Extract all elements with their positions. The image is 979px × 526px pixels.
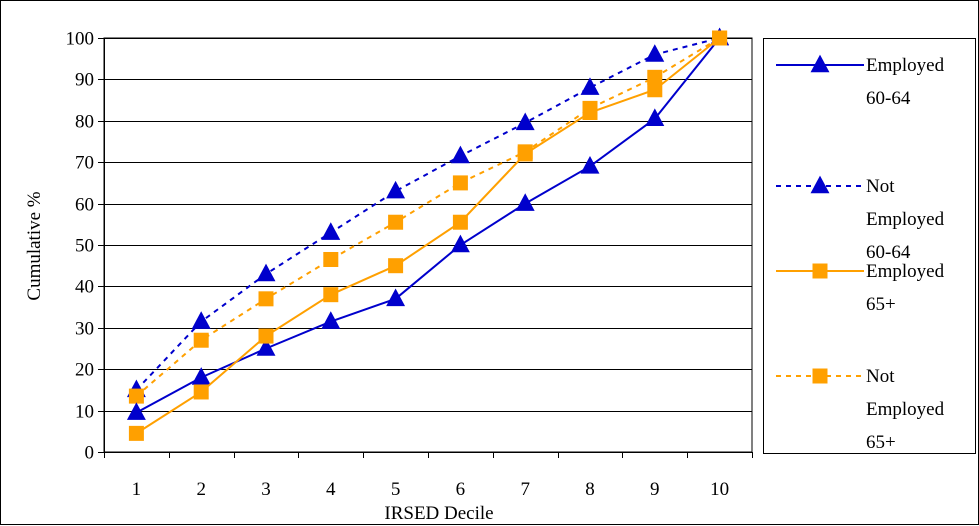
- data-point: [193, 332, 209, 348]
- data-point: [647, 69, 663, 85]
- y-tick-label: 20: [75, 360, 94, 381]
- legend-label: Not Employed 65+: [866, 366, 945, 453]
- series-lines: [126, 27, 730, 441]
- y-tick-label: 30: [75, 319, 94, 340]
- data-point: [256, 263, 276, 282]
- data-point: [517, 146, 533, 162]
- x-axis-title: IRSED Decile: [384, 503, 493, 524]
- data-point: [256, 338, 276, 356]
- data-point: [452, 214, 468, 230]
- triangle-marker: [810, 54, 830, 73]
- data-point: [580, 155, 600, 174]
- series-line: [135, 37, 721, 435]
- legend-label: Employed 65+: [866, 261, 945, 315]
- data-point: [386, 288, 406, 307]
- series-line: [135, 37, 720, 391]
- legend-label: Employed 60-64: [866, 55, 945, 109]
- data-point: [515, 193, 535, 211]
- y-tick-label: 100: [66, 29, 95, 50]
- data-point: [582, 105, 598, 121]
- square-marker: [812, 368, 828, 384]
- data-point: [191, 311, 211, 329]
- y-tick-label: 50: [75, 236, 94, 257]
- x-tick-label: 2: [196, 479, 206, 500]
- series-line: [135, 37, 721, 397]
- y-tick-label: 90: [75, 70, 94, 91]
- x-tick-label: 6: [456, 479, 466, 500]
- y-tick-label: 10: [75, 402, 94, 423]
- data-point: [193, 384, 209, 400]
- y-axis-title: Cumulative %: [24, 191, 45, 300]
- x-tick-label: 1: [132, 479, 142, 500]
- data-point: [645, 44, 665, 62]
- y-tick-label: 60: [75, 195, 94, 216]
- y-tick-label: 40: [75, 277, 94, 298]
- x-tick-label: 10: [710, 479, 729, 500]
- data-point: [515, 112, 535, 131]
- series-line: [135, 37, 721, 414]
- axes: 0 10 20 30 40 50 60 70 80 90 100 1 2 3 4 5 6 7 8 9 10: [66, 29, 753, 500]
- data-point: [128, 425, 144, 441]
- legend-swatch: [776, 368, 864, 384]
- data-point: [323, 287, 339, 303]
- legend-swatch: [776, 54, 864, 73]
- data-point: [580, 77, 600, 95]
- x-tick-label: 3: [261, 479, 271, 500]
- data-point: [388, 258, 404, 274]
- series-employed-65-: [128, 30, 728, 441]
- x-tick-label: 9: [650, 479, 660, 500]
- x-tick-label: 7: [520, 479, 530, 500]
- y-tick-label: 0: [85, 443, 95, 464]
- x-tick-label: 4: [326, 479, 336, 500]
- legend-swatch: [776, 263, 864, 279]
- legend: Employed 60-64 Not Employed 60-64 Employed 65+…: [763, 38, 976, 454]
- data-point: [258, 291, 274, 307]
- data-point: [712, 30, 728, 46]
- axis-labels: IRSED Decile Cumulative %: [24, 191, 494, 524]
- y-tick-label: 80: [75, 112, 94, 133]
- data-point: [128, 388, 144, 404]
- series-not-employed-65-: [128, 30, 728, 404]
- data-point: [321, 222, 341, 240]
- data-point: [126, 402, 146, 420]
- data-point: [450, 234, 470, 253]
- data-point: [323, 251, 339, 267]
- legend-swatch: [776, 175, 864, 194]
- triangle-marker: [810, 175, 830, 194]
- y-tick-label: 70: [75, 153, 94, 174]
- data-point: [321, 311, 341, 329]
- data-point: [450, 145, 470, 164]
- data-point: [452, 175, 468, 191]
- x-tick-label: 5: [391, 479, 401, 500]
- data-point: [258, 328, 274, 344]
- data-point: [647, 82, 663, 98]
- x-tick-label: 8: [585, 479, 595, 500]
- series-employed-60-64: [126, 27, 730, 420]
- series-not-employed-60-64: [126, 27, 730, 398]
- data-point: [191, 367, 211, 385]
- data-point: [645, 108, 665, 126]
- data-point: [386, 180, 406, 199]
- legend-label: Not Employed 60-64: [866, 176, 945, 263]
- data-point: [388, 214, 404, 230]
- square-marker: [812, 263, 828, 279]
